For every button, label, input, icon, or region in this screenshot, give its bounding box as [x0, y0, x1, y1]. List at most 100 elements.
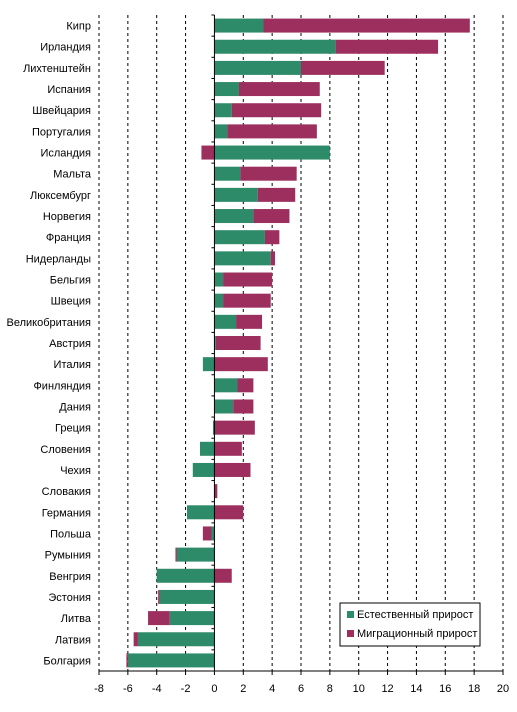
bar-natural-growth [214, 60, 301, 75]
bar-migration-growth [231, 103, 322, 118]
category-label: Нидерланды [26, 253, 91, 265]
bar-migration-growth [237, 378, 254, 393]
category-label: Швеция [51, 296, 91, 308]
bar-natural-growth [200, 441, 215, 456]
bar-migration-growth [227, 124, 317, 139]
bar-migration-growth [223, 293, 271, 308]
bar-natural-growth [169, 611, 215, 626]
category-label: Лихтенштейн [23, 63, 91, 75]
legend-label-natural: Естественный прирост [357, 609, 473, 621]
category-label: Греция [55, 423, 91, 435]
bars [126, 18, 470, 668]
category-label: Бельгия [50, 275, 91, 287]
bar-migration-growth [214, 420, 255, 435]
x-tick-label: 14 [410, 683, 422, 695]
bar-natural-growth [214, 399, 234, 414]
category-label: Латвия [55, 634, 91, 646]
x-tick-label: 2 [240, 683, 246, 695]
bar-natural-growth [211, 526, 215, 541]
category-label: Эстония [48, 592, 91, 604]
axes [98, 14, 504, 675]
category-label: Великобритания [7, 317, 92, 329]
bar-migration-growth [201, 145, 215, 160]
category-label: Франция [46, 232, 91, 244]
bar-migration-growth [301, 60, 385, 75]
bar-migration-growth [175, 547, 177, 562]
bar-natural-growth [214, 251, 271, 266]
legend-frame [339, 602, 481, 647]
x-tick-label: 8 [327, 683, 333, 695]
category-label: Словакия [42, 486, 91, 498]
bar-migration-growth [236, 314, 263, 329]
bar-migration-growth [214, 568, 232, 583]
gridlines [98, 15, 504, 671]
category-label: Польша [50, 528, 92, 540]
bar-natural-growth [214, 378, 238, 393]
bar-migration-growth [253, 209, 290, 224]
category-label: Испания [47, 84, 91, 96]
bar-natural-growth [176, 547, 215, 562]
bar-migration-growth [215, 336, 261, 350]
bar-migration-growth [214, 441, 242, 456]
bar-natural-growth [214, 336, 216, 350]
bar-natural-growth [214, 166, 241, 181]
bar-natural-growth [137, 632, 215, 647]
bar-natural-growth [214, 18, 264, 33]
x-tick-label: 4 [269, 683, 275, 695]
x-tick-label: -4 [152, 683, 162, 695]
bar-natural-growth [202, 357, 215, 372]
bar-migration-growth [158, 589, 160, 604]
category-label: Исландия [40, 148, 91, 160]
category-label: Чехия [60, 465, 91, 477]
bar-migration-growth [270, 251, 276, 266]
category-label: Португалия [32, 126, 91, 138]
bar-migration-growth [238, 82, 320, 97]
bar-natural-growth [214, 124, 228, 139]
bar-migration-growth [263, 18, 470, 33]
bar-migration-growth [214, 357, 268, 372]
bar-migration-growth [202, 526, 212, 541]
bar-natural-growth [187, 505, 215, 520]
bar-natural-growth [214, 187, 258, 202]
legend: Естественный прирост Миграционный прирос… [339, 602, 481, 647]
category-label: Ирландия [40, 42, 91, 54]
category-label: Германия [42, 507, 91, 519]
bar-natural-growth [156, 568, 215, 583]
category-label: Болгария [43, 655, 91, 667]
x-tick-label: -6 [123, 683, 133, 695]
bar-migration-growth [264, 230, 280, 245]
category-label: Мальта [53, 169, 92, 181]
bar-migration-growth [126, 653, 128, 668]
bar-migration-growth [133, 632, 138, 647]
x-tick-label: 12 [381, 683, 393, 695]
category-label: Словения [40, 444, 91, 456]
bar-migration-growth [223, 272, 273, 287]
bar-natural-growth [127, 653, 215, 668]
bar-migration-growth [257, 187, 296, 202]
x-tick-label: -8 [94, 683, 104, 695]
bar-natural-growth [214, 145, 330, 160]
category-label: Кипр [66, 21, 91, 33]
bar-natural-growth [214, 293, 224, 308]
category-label: Норвегия [43, 211, 91, 223]
x-tick-label: 6 [298, 683, 304, 695]
category-label: Венгрия [49, 571, 91, 583]
category-labels: Кипр Ирландия Лихтенштейн Испания Швейцария П… [7, 21, 92, 668]
category-label: Люксембург [30, 190, 91, 202]
category-label: Швейцария [32, 105, 91, 117]
bar-natural-growth [214, 209, 254, 224]
category-label: Финляндия [33, 380, 91, 392]
bar-natural-growth [214, 39, 336, 54]
bar-natural-growth [214, 314, 237, 329]
bar-migration-growth [240, 166, 297, 181]
bar-migration-growth [233, 399, 254, 414]
x-tick-label: 0 [211, 683, 217, 695]
bar-natural-growth [159, 589, 215, 604]
bar-natural-growth [212, 420, 215, 435]
category-label: Италия [54, 359, 92, 371]
legend-swatch-migration [347, 630, 354, 637]
x-tick-label: 10 [353, 683, 365, 695]
category-label: Литва [61, 613, 92, 625]
bar-migration-growth [214, 505, 244, 520]
